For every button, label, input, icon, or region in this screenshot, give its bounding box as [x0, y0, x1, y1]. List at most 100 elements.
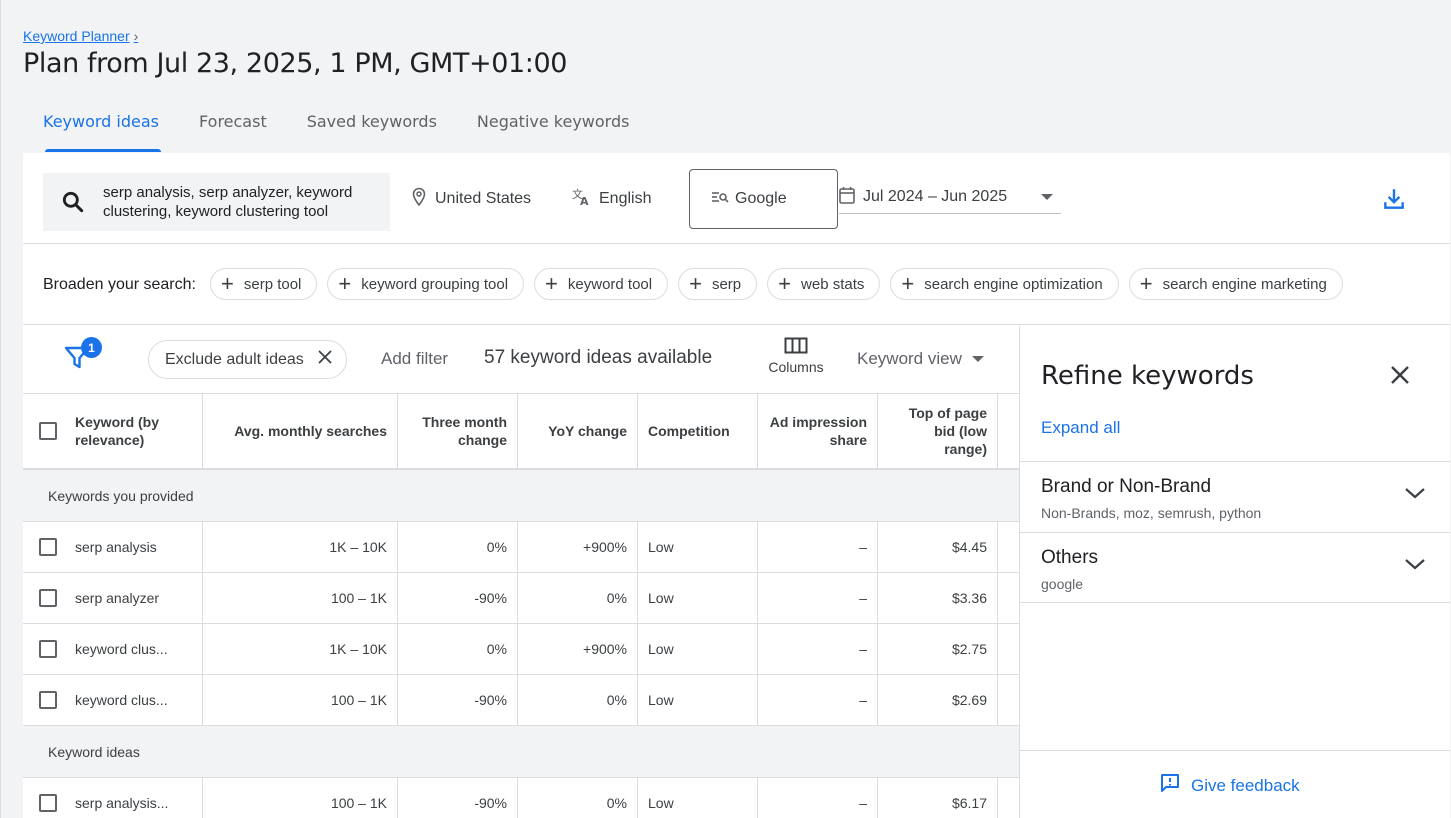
date-range-label: Jul 2024 – Jun 2025: [863, 188, 1008, 205]
yoy-cell: 0%: [518, 573, 638, 623]
close-icon[interactable]: [318, 350, 332, 369]
table-row[interactable]: serp analysis 1K – 10K 0% +900% Low – $4…: [23, 522, 1019, 573]
keyword-view-dropdown[interactable]: Keyword view: [857, 349, 984, 369]
competition-cell: Low: [638, 675, 758, 725]
header-avg-monthly-searches[interactable]: Avg. monthly searches: [203, 394, 398, 468]
table-row[interactable]: keyword clus... 100 – 1K -90% 0% Low – $…: [23, 675, 1019, 726]
avg-searches-cell: 1K – 10K: [203, 522, 398, 572]
exclude-adult-chip[interactable]: Exclude adult ideas: [148, 340, 347, 379]
svg-text:文: 文: [572, 187, 583, 201]
impression-share-cell: –: [758, 675, 878, 725]
language-label: English: [599, 190, 652, 207]
table-row[interactable]: serp analyzer 100 – 1K -90% 0% Low – $3.…: [23, 573, 1019, 624]
columns-button[interactable]: Columns: [761, 336, 831, 375]
competition-cell: Low: [638, 778, 758, 818]
location-selector[interactable]: United States: [411, 186, 531, 212]
expand-all-link[interactable]: Expand all: [1041, 418, 1121, 437]
table-row[interactable]: serp analysis... 100 – 1K -90% 0% Low – …: [23, 778, 1019, 818]
breadcrumb-link[interactable]: Keyword Planner: [23, 28, 130, 44]
group-header-ideas: Keyword ideas: [23, 726, 1019, 778]
row-checkbox[interactable]: [39, 691, 57, 709]
plus-icon: +: [1139, 271, 1153, 296]
download-icon[interactable]: [1381, 186, 1407, 217]
keyword-view-label: Keyword view: [857, 349, 962, 368]
keyword-cell: keyword clus...: [23, 624, 203, 674]
row-checkbox[interactable]: [39, 640, 57, 658]
keyword-text: serp analysis: [75, 539, 157, 555]
location-pin-icon: [411, 187, 427, 212]
search-query[interactable]: serp analysis, serp analyzer, keyword cl…: [103, 184, 353, 220]
select-all-checkbox[interactable]: [39, 422, 57, 440]
search-network-button[interactable]: Google: [689, 169, 838, 229]
broaden-chip[interactable]: + web stats: [767, 268, 881, 300]
table-header: Keyword (by relevance) Avg. monthly sear…: [23, 393, 1019, 470]
refine-section-subtitle: google: [1041, 576, 1084, 592]
broaden-chip[interactable]: + serp tool: [210, 268, 318, 300]
tab-saved-keywords[interactable]: Saved keywords: [306, 112, 437, 131]
bid-low-cell: $4.45: [878, 522, 998, 572]
broaden-chip[interactable]: + serp: [678, 268, 758, 300]
broaden-label: Broaden your search:: [43, 276, 196, 293]
location-label: United States: [435, 190, 532, 207]
header-three-month-change[interactable]: Three month change: [398, 394, 518, 468]
three-month-cell: -90%: [398, 573, 518, 623]
refine-section-others[interactable]: Others google: [1020, 532, 1450, 603]
broaden-chip[interactable]: + keyword tool: [534, 268, 669, 300]
header-top-of-page-bid[interactable]: Top of page bid (low range): [878, 394, 998, 468]
header-label: Keyword (by relevance): [75, 414, 160, 448]
tab-keyword-ideas[interactable]: Keyword ideas: [23, 100, 179, 152]
give-feedback-button[interactable]: Give feedback: [1159, 772, 1300, 799]
competition-cell: Low: [638, 624, 758, 674]
row-checkbox[interactable]: [39, 589, 57, 607]
broaden-chip[interactable]: + keyword grouping tool: [327, 268, 525, 300]
avg-searches-cell: 1K – 10K: [203, 624, 398, 674]
give-feedback-label: Give feedback: [1191, 775, 1300, 795]
broaden-chip[interactable]: + search engine marketing: [1128, 268, 1343, 300]
header-competition[interactable]: Competition: [638, 394, 758, 468]
yoy-cell: 0%: [518, 675, 638, 725]
keyword-search-box[interactable]: serp analysis, serp analyzer, keyword cl…: [43, 173, 390, 231]
plus-icon: +: [778, 271, 792, 296]
page-title: Plan from Jul 23, 2025, 1 PM, GMT+01:00: [23, 48, 568, 79]
bid-low-cell: $2.69: [878, 675, 998, 725]
bid-low-cell: $3.36: [878, 573, 998, 623]
competition-cell: Low: [638, 573, 758, 623]
impression-share-cell: –: [758, 778, 878, 818]
row-checkbox[interactable]: [39, 794, 57, 812]
header-ad-impression-share[interactable]: Ad impression share: [758, 394, 878, 468]
caret-down-icon: [1041, 194, 1053, 200]
date-range-selector[interactable]: Jul 2024 – Jun 2025: [839, 181, 1061, 214]
table-row[interactable]: keyword clus... 1K – 10K 0% +900% Low – …: [23, 624, 1019, 675]
refine-keywords-panel: [1019, 326, 1450, 818]
chip-label: serp: [711, 275, 742, 293]
calendar-icon: [839, 186, 855, 209]
plus-icon: +: [338, 271, 352, 296]
plus-icon: +: [221, 271, 234, 296]
bid-low-cell: $2.75: [878, 624, 998, 674]
add-filter-button[interactable]: Add filter: [381, 349, 449, 368]
refine-section-brand[interactable]: Brand or Non-Brand Non-Brands, moz, semr…: [1020, 461, 1450, 532]
filter-count-badge: 1: [81, 337, 102, 358]
tab-forecast[interactable]: Forecast: [199, 112, 267, 131]
row-checkbox[interactable]: [39, 538, 57, 556]
avg-searches-cell: 100 – 1K: [203, 573, 398, 623]
close-icon[interactable]: [1387, 362, 1413, 393]
header-yoy-change[interactable]: YoY change: [518, 394, 638, 468]
breadcrumb[interactable]: Keyword Planner ›: [23, 28, 138, 44]
yoy-cell: 0%: [518, 778, 638, 818]
refine-section-title: Brand or Non-Brand: [1041, 476, 1212, 497]
plus-icon: +: [545, 271, 558, 296]
feedback-bar: [1020, 750, 1450, 818]
three-month-cell: -90%: [398, 778, 518, 818]
refine-section-subtitle: Non-Brands, moz, semrush, python: [1041, 505, 1262, 521]
header-keyword[interactable]: Keyword (by relevance): [23, 394, 203, 468]
bid-low-cell: $6.17: [878, 778, 998, 818]
chevron-right-icon: ›: [133, 28, 139, 44]
chip-label: keyword tool: [567, 275, 653, 293]
impression-share-cell: –: [758, 573, 878, 623]
chip-label: keyword grouping tool: [361, 275, 509, 293]
tab-negative-keywords[interactable]: Negative keywords: [476, 112, 630, 131]
keyword-text: serp analyzer: [75, 590, 160, 606]
broaden-chip[interactable]: + search engine optimization: [890, 268, 1119, 300]
